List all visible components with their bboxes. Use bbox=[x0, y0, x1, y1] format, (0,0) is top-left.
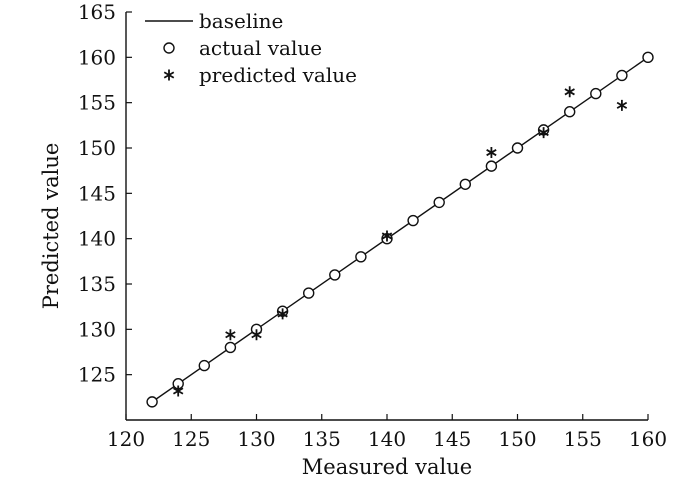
actual-value-point bbox=[564, 106, 576, 118]
actual-value-point bbox=[198, 359, 211, 372]
legend-actual-swatch bbox=[163, 42, 175, 54]
x-tick-label: 125 bbox=[172, 427, 210, 451]
actual-value-point bbox=[459, 178, 471, 190]
y-tick-label: 125 bbox=[78, 363, 116, 387]
y-tick-label: 140 bbox=[78, 227, 116, 251]
y-tick-label: 155 bbox=[78, 91, 116, 115]
actual-value-point bbox=[642, 51, 654, 64]
actual-value-point bbox=[407, 214, 419, 227]
x-tick-label: 160 bbox=[629, 427, 667, 451]
predicted-value-point bbox=[486, 147, 497, 159]
predicted-value-point bbox=[381, 230, 393, 242]
actual-value-point bbox=[616, 69, 628, 82]
legend: baseline actual value predicted value bbox=[145, 9, 357, 87]
x-axis-title: Measured value bbox=[302, 455, 472, 479]
x-tick-label: 135 bbox=[303, 427, 341, 451]
predicted-value-point bbox=[251, 329, 262, 341]
actual-value-point bbox=[355, 251, 367, 263]
actual-value-point bbox=[146, 396, 158, 408]
actual-value-point bbox=[329, 269, 341, 281]
y-tick-label: 160 bbox=[78, 45, 116, 69]
y-tick-label: 165 bbox=[78, 0, 116, 24]
legend-label: actual value bbox=[199, 36, 322, 60]
legend-predicted-swatch bbox=[163, 69, 175, 81]
actual-value-point bbox=[511, 142, 524, 154]
x-tick-label: 155 bbox=[564, 427, 602, 451]
series-layer bbox=[146, 51, 654, 408]
actual-value-point bbox=[433, 196, 445, 209]
y-tick-label: 130 bbox=[78, 317, 116, 341]
actual-value-point bbox=[303, 287, 315, 299]
predicted-value-point bbox=[172, 385, 184, 397]
y-tick-label: 145 bbox=[78, 181, 116, 205]
x-tick-label: 140 bbox=[368, 427, 406, 451]
predicted-value-point bbox=[616, 99, 628, 111]
y-tick-label: 150 bbox=[78, 136, 116, 160]
predicted-value-point bbox=[277, 308, 288, 320]
x-tick-label: 120 bbox=[107, 427, 145, 451]
y-tick-label: 135 bbox=[78, 272, 116, 296]
predicted-value-point bbox=[225, 329, 236, 341]
actual-value-point bbox=[485, 160, 498, 172]
predicted-value-point bbox=[564, 86, 575, 98]
axis-ticks: 120 125 130 135 140 145 150 155 160 125 130 135 140 1… bbox=[78, 0, 667, 451]
actual-value-point bbox=[590, 87, 602, 100]
actual-value-point bbox=[224, 341, 237, 354]
x-tick-label: 145 bbox=[433, 427, 471, 451]
predicted-value-point bbox=[538, 127, 549, 139]
legend-label: predicted value bbox=[199, 63, 357, 87]
x-tick-label: 130 bbox=[237, 427, 275, 451]
legend-label: baseline bbox=[199, 9, 283, 33]
y-axis-title: Predicted value bbox=[39, 143, 63, 310]
x-tick-label: 150 bbox=[498, 427, 536, 451]
